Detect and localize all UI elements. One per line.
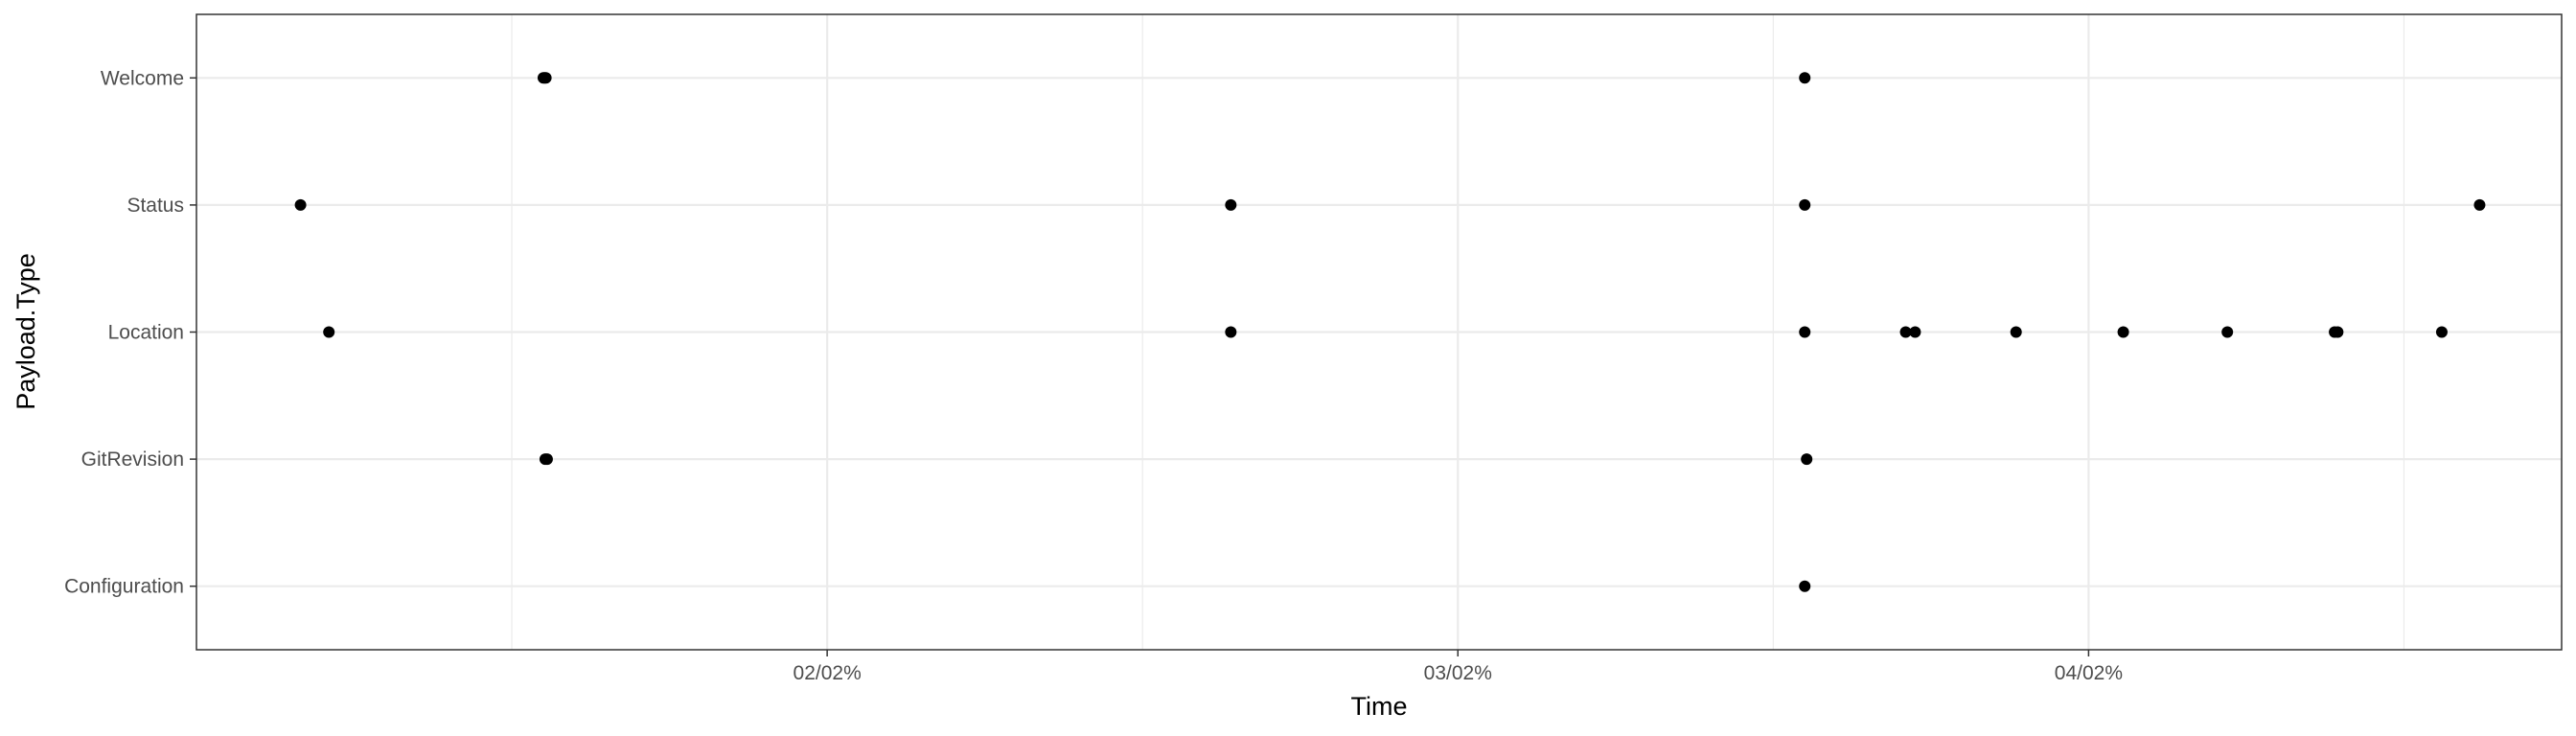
data-point xyxy=(2332,326,2344,338)
y-tick-label: Status xyxy=(126,195,184,217)
y-tick-label: Configuration xyxy=(64,576,184,598)
data-point xyxy=(540,453,553,466)
data-points xyxy=(294,72,2486,592)
x-tick-label: 02/02% xyxy=(794,662,862,684)
major-grid-y xyxy=(196,77,2562,587)
data-point xyxy=(1799,198,1811,211)
data-point xyxy=(2221,326,2234,338)
data-point xyxy=(1799,580,1811,592)
y-tick-label: GitRevision xyxy=(81,448,184,471)
data-point xyxy=(1799,326,1811,338)
y-tick-label: Welcome xyxy=(101,67,184,89)
data-point xyxy=(2117,326,2129,338)
data-point xyxy=(294,198,307,211)
data-point xyxy=(2473,198,2486,211)
data-point xyxy=(1899,326,1912,338)
y-axis-title: Payload.Type xyxy=(12,253,40,410)
data-point xyxy=(1799,72,1811,84)
data-point xyxy=(540,72,552,84)
x-tick-label: 03/02% xyxy=(1424,662,1492,684)
x-axis-title: Time xyxy=(1351,692,1408,721)
data-point xyxy=(2435,326,2448,338)
data-point xyxy=(1225,326,1237,338)
x-axis-ticks: 02/02% 03/02% 04/02% xyxy=(794,650,2123,684)
x-tick-label: 04/02% xyxy=(2055,662,2123,684)
data-point xyxy=(1909,326,1921,338)
y-axis-ticks: Configuration GitRevision Location Status We… xyxy=(64,67,196,598)
y-tick-label: Location xyxy=(108,322,184,344)
data-point xyxy=(323,326,335,338)
data-point xyxy=(1225,198,1237,211)
data-point xyxy=(2010,326,2022,338)
data-point xyxy=(1801,453,1813,466)
